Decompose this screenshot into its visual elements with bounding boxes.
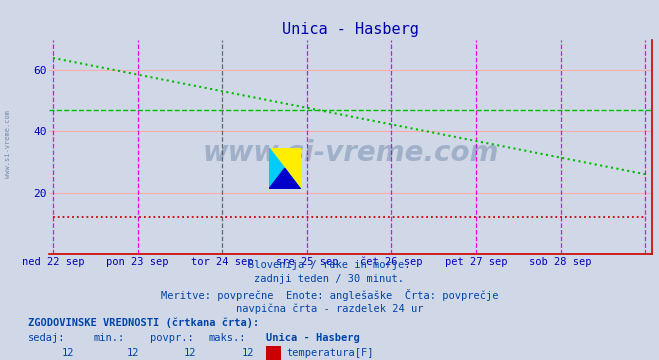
Text: ZGODOVINSKE VREDNOSTI (črtkana črta):: ZGODOVINSKE VREDNOSTI (črtkana črta):	[28, 318, 259, 328]
Text: min.:: min.:	[94, 333, 125, 343]
Title: Unica - Hasberg: Unica - Hasberg	[283, 22, 419, 37]
Text: Meritve: povprečne  Enote: anglešaške  Črta: povprečje: Meritve: povprečne Enote: anglešaške Črt…	[161, 289, 498, 301]
Text: 12: 12	[61, 348, 74, 359]
Polygon shape	[269, 148, 301, 189]
Text: 12: 12	[242, 348, 254, 359]
Polygon shape	[269, 168, 301, 189]
Text: www.si-vreme.com: www.si-vreme.com	[203, 139, 499, 167]
Text: sedaj:: sedaj:	[28, 333, 65, 343]
Text: Slovenija / reke in morje.: Slovenija / reke in morje.	[248, 260, 411, 270]
Text: temperatura[F]: temperatura[F]	[286, 348, 374, 359]
Text: navpična črta - razdelek 24 ur: navpična črta - razdelek 24 ur	[236, 303, 423, 314]
Text: zadnji teden / 30 minut.: zadnji teden / 30 minut.	[254, 274, 405, 284]
Text: povpr.:: povpr.:	[150, 333, 194, 343]
Text: 12: 12	[184, 348, 196, 359]
Text: Unica - Hasberg: Unica - Hasberg	[266, 333, 360, 343]
Text: maks.:: maks.:	[208, 333, 246, 343]
Text: 12: 12	[127, 348, 140, 359]
Polygon shape	[269, 148, 301, 189]
Text: www.si-vreme.com: www.si-vreme.com	[5, 110, 11, 178]
